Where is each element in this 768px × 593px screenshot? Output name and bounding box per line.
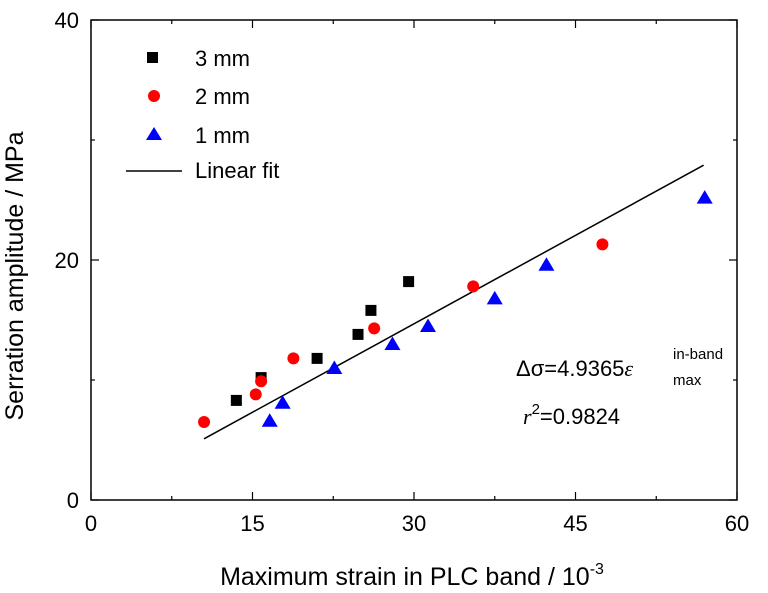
x-tick-label: 15 [240,511,264,536]
fit-equation-subscript: max [673,372,702,389]
linear-fit-line [203,164,704,440]
y-tick-label: 20 [55,248,79,273]
r-value: =0.9824 [540,404,620,429]
legend: 3 mm 2 mm 1 mm Linear fit [126,46,279,183]
legend-label-3mm: 3 mm [195,46,250,71]
data-point-triangle [326,360,343,374]
data-point-triangle [419,318,436,332]
x-tick-label: 30 [402,511,426,536]
x-axis-title-text: Maximum strain in PLC band / 10 [220,563,590,591]
y-axis-title: Serration amplitude / MPa [1,131,29,420]
data-points-layer [198,190,713,428]
data-point-circle [249,388,262,401]
axis-ticks [90,19,738,501]
data-point-circle [596,238,609,251]
data-point-square [230,394,242,406]
r-symbol: r [523,404,532,429]
r-exponent: 2 [532,401,540,418]
data-point-triangle [261,413,278,427]
data-point-circle [198,416,211,428]
axis-tick-labels: 0 15 30 45 60 0 20 40 [55,8,750,536]
data-point-circle [255,375,268,388]
fit-equation-superscript: in-band [673,346,723,363]
x-tick-label: 60 [725,511,749,536]
y-tick-label: 0 [67,488,79,513]
legend-marker-1mm [146,127,162,140]
legend-label-2mm: 2 mm [195,84,250,109]
data-point-circle [467,280,480,293]
data-point-square [311,352,323,364]
data-point-triangle [696,190,713,204]
linear-fit-layer [203,164,704,440]
r-squared: r2=0.9824 [523,401,620,429]
legend-label-1mm: 1 mm [195,123,250,148]
x-axis-title: Maximum strain in PLC band / 10-3 [220,561,604,591]
data-point-triangle [274,395,291,409]
legend-marker-2mm [148,90,160,102]
y-tick-label: 40 [55,8,79,33]
fit-equation: Δσ=4.9365ε [516,356,633,381]
data-point-triangle [384,336,401,350]
legend-marker-3mm [147,52,158,63]
data-point-triangle [538,257,555,271]
x-tick-label: 45 [563,511,587,536]
data-point-triangle [486,290,503,305]
plot-frame [90,19,738,501]
fit-equation-prefix: Δσ=4.9365 [516,356,624,381]
data-point-circle [368,322,381,335]
data-point-square [403,276,415,288]
x-axis-title-exponent: -3 [590,561,604,578]
legend-label-fit: Linear fit [195,158,279,183]
x-tick-label: 0 [85,511,97,536]
data-point-circle [287,352,300,365]
data-point-square [365,304,377,316]
data-point-square [352,328,364,340]
fit-equation-epsilon: ε [624,356,633,381]
